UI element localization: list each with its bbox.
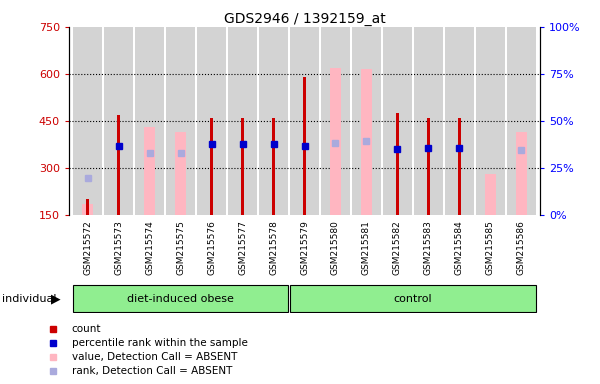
Text: GSM215574: GSM215574 (145, 220, 154, 275)
Bar (259, 27, 289, 215)
Bar (209, 118, 214, 215)
Text: GSM215580: GSM215580 (331, 220, 340, 275)
Text: GSM215576: GSM215576 (207, 220, 216, 275)
Bar (290, 27, 319, 215)
Bar (166, 27, 196, 215)
Bar (104, 27, 133, 215)
Text: GSM215577: GSM215577 (238, 220, 247, 275)
Bar (290, 285, 536, 313)
Bar (73, 285, 289, 313)
Bar (361, 69, 372, 215)
Bar (458, 118, 461, 215)
Text: GSM215581: GSM215581 (362, 220, 371, 275)
Text: GSM215585: GSM215585 (486, 220, 495, 275)
Bar (445, 27, 475, 215)
Bar (413, 27, 443, 215)
Bar (427, 118, 430, 215)
Text: ▶: ▶ (51, 292, 61, 305)
Bar (86, 199, 89, 215)
Bar (175, 132, 186, 215)
Text: GSM215579: GSM215579 (300, 220, 309, 275)
Text: GSM215572: GSM215572 (83, 220, 92, 275)
Bar (197, 27, 226, 215)
Bar (320, 27, 350, 215)
Bar (241, 118, 244, 215)
Bar (476, 27, 505, 215)
Bar (82, 204, 93, 215)
Bar (302, 77, 307, 215)
Text: GSM215586: GSM215586 (517, 220, 526, 275)
Text: individual: individual (2, 293, 56, 304)
Text: control: control (394, 293, 432, 304)
Text: percentile rank within the sample: percentile rank within the sample (72, 338, 248, 348)
Text: count: count (72, 324, 101, 334)
Text: GSM215583: GSM215583 (424, 220, 433, 275)
Bar (352, 27, 382, 215)
Bar (272, 118, 275, 215)
Bar (383, 27, 412, 215)
Text: GSM215575: GSM215575 (176, 220, 185, 275)
Text: GSM215578: GSM215578 (269, 220, 278, 275)
Bar (73, 27, 103, 215)
Text: GSM215584: GSM215584 (455, 220, 464, 275)
Bar (134, 27, 164, 215)
Title: GDS2946 / 1392159_at: GDS2946 / 1392159_at (224, 12, 385, 26)
Text: GSM215582: GSM215582 (393, 220, 402, 275)
Text: rank, Detection Call = ABSENT: rank, Detection Call = ABSENT (72, 366, 232, 376)
Bar (506, 27, 536, 215)
Bar (144, 127, 155, 215)
Bar (395, 113, 400, 215)
Text: diet-induced obese: diet-induced obese (127, 293, 234, 304)
Bar (516, 132, 527, 215)
Text: GSM215573: GSM215573 (114, 220, 123, 275)
Text: value, Detection Call = ABSENT: value, Detection Call = ABSENT (72, 352, 237, 362)
Bar (117, 115, 121, 215)
Bar (485, 174, 496, 215)
Bar (227, 27, 257, 215)
Bar (330, 68, 341, 215)
